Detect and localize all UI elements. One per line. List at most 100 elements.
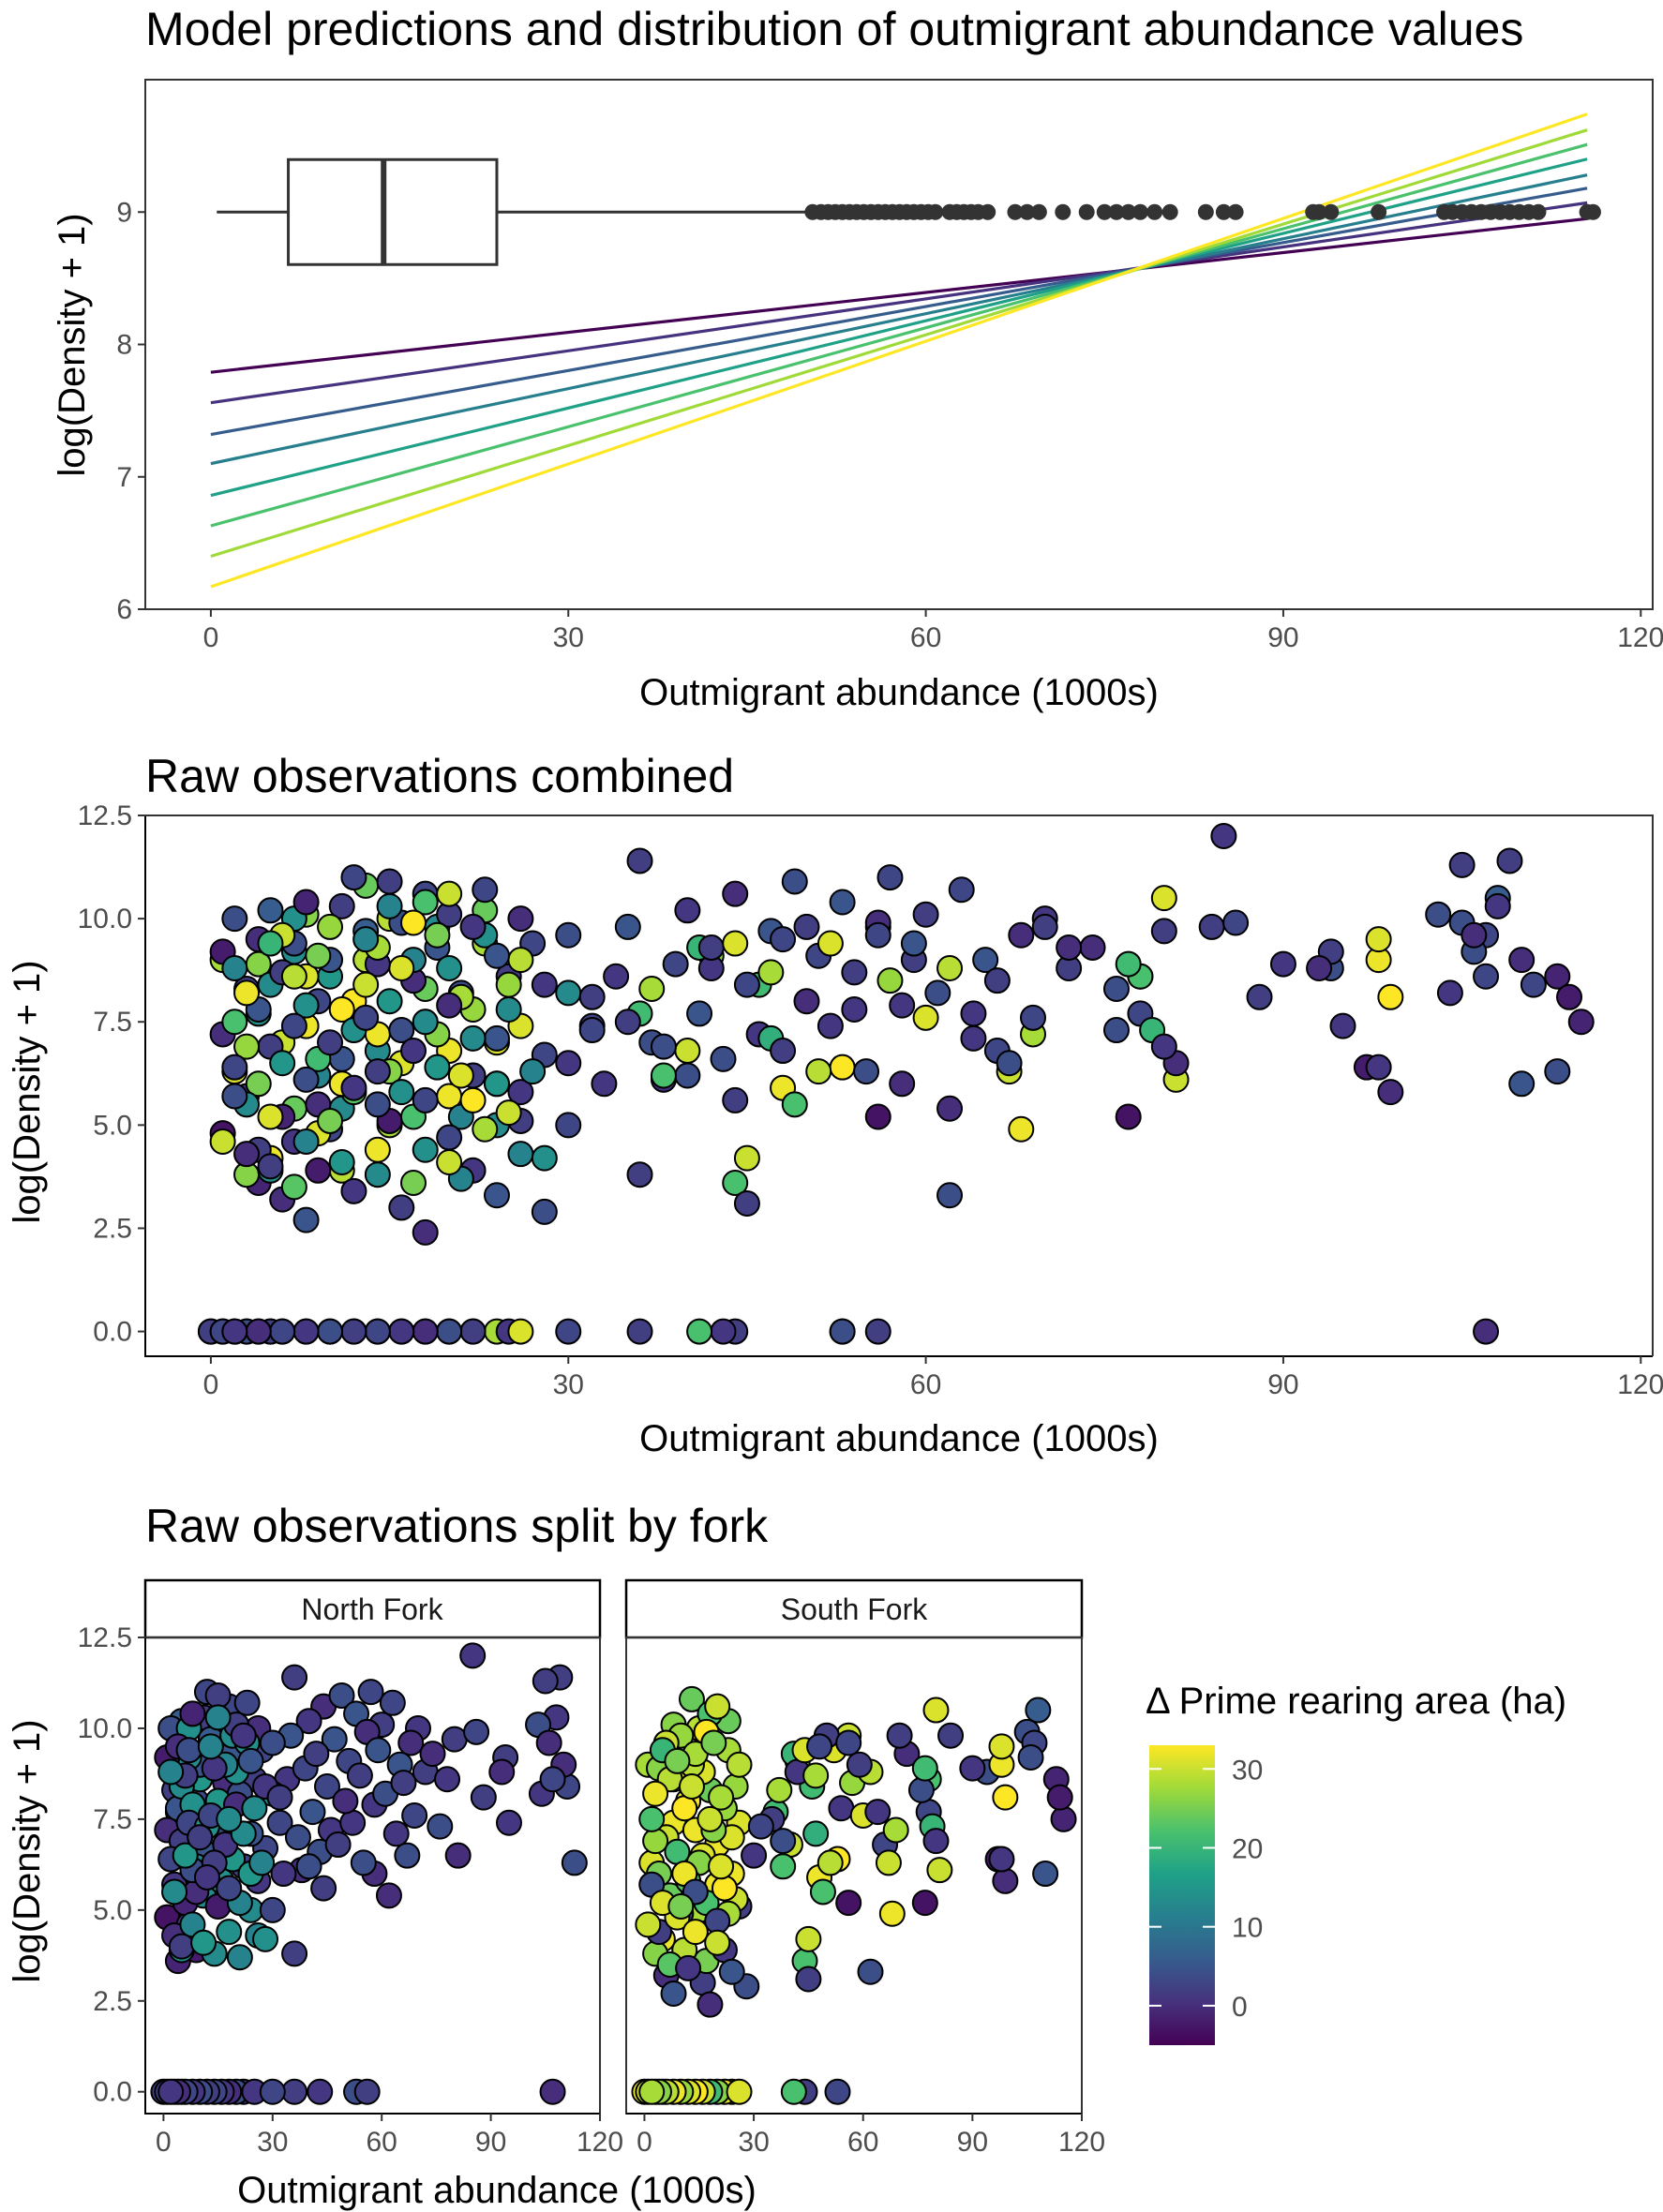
y-axis-combined-tick-label: 10.0 [78,904,132,934]
scatter-point [459,913,487,940]
scatter-point [817,1012,844,1039]
scatter-point [555,921,582,949]
x-axis-combined-tick-label: 60 [910,1369,941,1400]
strip-south-fork [624,1578,1084,1639]
scatter-point [936,954,964,981]
scatter-point [434,1766,461,1793]
scatter-point [332,1787,359,1815]
scatter-point [436,992,463,1019]
scatter-point [324,1831,352,1859]
scatter-point [780,2078,807,2105]
x-axis-ticks-south: 0 30 60 90 120 [637,2114,1105,2158]
scatter-point [531,1198,558,1225]
scatter-point [233,1689,261,1716]
scatter-point [266,1784,293,1811]
strip-north-fork [143,1578,602,1639]
x-axis-south-tick-label: 60 [847,2127,878,2158]
colorbar-title: Δ Prime rearing area (ha) [1146,1681,1566,1722]
scatter-point [295,1853,322,1880]
scatter-point [638,975,666,1002]
scatter-point [911,1755,938,1782]
x-axis-south-tick-label: 30 [738,2127,769,2158]
scatter-point [678,1685,705,1712]
prediction-line-6 [210,142,1588,528]
scatter-point [259,1729,286,1756]
scatter-point [1377,1079,1404,1106]
scatter-point [846,1751,873,1778]
scatter-point [708,1784,735,1811]
scatter-point [1377,983,1404,1010]
scatter-point [781,1091,808,1118]
scatter-point [1365,1054,1392,1081]
scatter-point [397,1729,425,1756]
scatter-point [686,1000,713,1027]
scatter-point [1508,947,1536,974]
x-axis-ticks-north: 0 30 60 90 120 [156,2114,623,2158]
scatter-point [561,1849,588,1876]
scatter-point [1473,1318,1500,1345]
prediction-line-1 [210,217,1588,374]
scatter-point [766,1776,793,1803]
y-axis-combined-tick-label: 7.5 [93,1007,132,1038]
scatter-point [412,1086,439,1113]
scatter-point [190,1929,217,1956]
scatter-point [697,1805,724,1832]
scatter-point [412,1009,439,1036]
scatter-point [722,1170,749,1197]
scatter-point [555,1318,582,1345]
scatter-point [531,971,558,998]
boxplot-outlier [1584,203,1601,220]
scatter-points-north [150,1642,588,2105]
scatter-point [364,1161,391,1188]
scatter-point [781,868,808,895]
prediction-line-4 [210,173,1588,466]
scatter-point [269,1318,296,1345]
boxplot-outlier [1371,203,1387,220]
scatter-point [1448,851,1476,878]
prediction-line-7 [210,128,1588,559]
strip-label-south-fork: South Fork [781,1592,929,1626]
scatter-point [266,1809,293,1836]
scatter-point [718,1958,745,1985]
scatter-points-combined [197,823,1595,1345]
scatter-point [472,876,499,904]
scatter-point [1050,1805,1077,1832]
y-axis-label-top: log(Density + 1) [52,213,93,476]
scatter-point [412,1136,439,1163]
scatter-point [1246,983,1273,1010]
plot-border-combined [145,815,1654,1356]
scatter-point [352,926,380,953]
scatter-point [638,2078,666,2105]
scatter-point [317,913,344,940]
scatter-point [221,905,248,933]
scatter-point [292,1066,320,1093]
scatter-point [603,963,630,990]
scatter-point [697,1991,724,2018]
scatter-point [1365,926,1392,953]
scatter-point [175,1737,202,1764]
scatter-point [922,1828,950,1855]
scatter-point [1436,979,1463,1007]
scatter-point [209,1128,236,1155]
scatter-point [1567,1009,1595,1036]
scatter-point [459,1086,487,1113]
scatter-point [424,1054,451,1081]
scatter-point [864,1103,891,1130]
y-axis-label-combined: log(Density + 1) [7,960,48,1223]
scatter-point [388,1079,415,1106]
scatter-point [988,1846,1015,1873]
scatter-point [614,913,641,940]
scatter-point [1329,1012,1356,1039]
y-axis-top-tick-label: 8 [116,330,132,361]
x-axis-label-top: Outmigrant abundance (1000s) [639,672,1159,713]
scatter-point [722,880,749,907]
scatter-point [1484,892,1511,919]
scatter-point [722,930,749,957]
y-axis-combined-tick-label: 5.0 [93,1110,132,1141]
scatter-point [197,1733,224,1760]
scatter-point [257,930,284,957]
scatter-point [299,1799,326,1826]
scatter-point [960,1000,987,1027]
scatter-point [912,1004,939,1031]
scatter-point [376,868,403,895]
